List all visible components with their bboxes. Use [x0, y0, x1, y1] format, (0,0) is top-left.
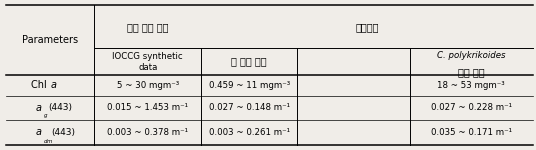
Text: 0.027 ~ 0.148 m⁻¹: 0.027 ~ 0.148 m⁻¹: [209, 103, 290, 112]
Text: $_{g}$: $_{g}$: [43, 112, 49, 121]
Text: $_{dm}$: $_{dm}$: [43, 137, 54, 146]
Text: 0.015 ~ 1.453 m⁻¹: 0.015 ~ 1.453 m⁻¹: [107, 103, 188, 112]
Text: 0.003 ~ 0.378 m⁻¹: 0.003 ~ 0.378 m⁻¹: [107, 128, 188, 137]
Text: 0.027 ~ 0.228 m⁻¹: 0.027 ~ 0.228 m⁻¹: [430, 103, 512, 112]
Text: a: a: [50, 80, 56, 90]
Text: 0.035 ~ 0.171 m⁻¹: 0.035 ~ 0.171 m⁻¹: [430, 128, 512, 137]
Text: (443): (443): [52, 128, 76, 137]
Text: $a$: $a$: [35, 103, 42, 113]
Text: 적조 해역: 적조 해역: [458, 67, 485, 77]
Text: Chl: Chl: [31, 80, 50, 90]
Text: 5 ~ 30 mgm⁻³: 5 ~ 30 mgm⁻³: [117, 81, 179, 90]
Text: C. polykrikoides: C. polykrikoides: [437, 51, 505, 60]
Text: (443): (443): [49, 103, 72, 112]
Text: 18 ~ 53 mgm⁻³: 18 ~ 53 mgm⁻³: [437, 81, 505, 90]
Text: 0.459 ~ 11 mgm⁻³: 0.459 ~ 11 mgm⁻³: [209, 81, 290, 90]
Text: 현장자료: 현장자료: [355, 22, 378, 32]
Text: IOCCG synthetic
data: IOCCG synthetic data: [113, 52, 183, 72]
Text: 모델 입력 자료: 모델 입력 자료: [127, 22, 168, 32]
Text: Parameters: Parameters: [22, 35, 78, 45]
Text: $a$: $a$: [35, 127, 42, 137]
Text: 0.003 ~ 0.261 m⁻¹: 0.003 ~ 0.261 m⁻¹: [209, 128, 290, 137]
Text: 비 적조 해역: 비 적조 해역: [232, 57, 267, 67]
